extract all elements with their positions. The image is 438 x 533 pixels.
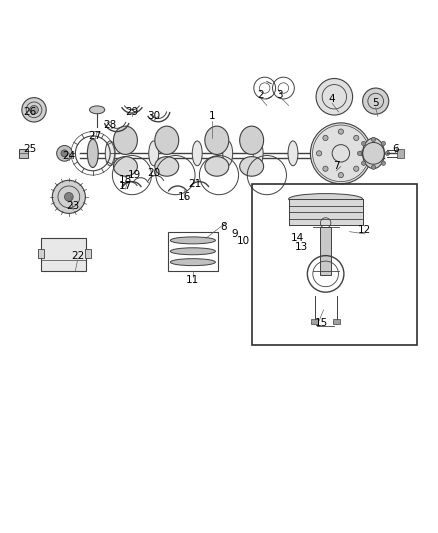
Circle shape	[361, 161, 366, 165]
Circle shape	[323, 135, 328, 141]
Text: 30: 30	[147, 111, 160, 122]
Ellipse shape	[223, 141, 233, 166]
Text: 9: 9	[231, 229, 237, 239]
Ellipse shape	[205, 126, 229, 155]
Circle shape	[353, 135, 359, 141]
Ellipse shape	[289, 193, 363, 205]
Circle shape	[361, 141, 366, 146]
Text: 27: 27	[88, 131, 102, 141]
Ellipse shape	[363, 138, 385, 168]
Ellipse shape	[240, 157, 264, 176]
Text: 26: 26	[23, 107, 36, 117]
Circle shape	[353, 166, 359, 171]
Circle shape	[385, 151, 390, 156]
Bar	[85, 249, 91, 258]
Text: 11: 11	[186, 274, 200, 285]
Text: 5: 5	[372, 98, 379, 108]
Ellipse shape	[205, 157, 229, 176]
Ellipse shape	[288, 141, 298, 166]
Ellipse shape	[113, 157, 138, 176]
Bar	[311, 319, 318, 324]
Ellipse shape	[170, 237, 215, 244]
Circle shape	[57, 146, 72, 161]
Circle shape	[371, 137, 376, 142]
Ellipse shape	[170, 259, 215, 265]
Text: 17: 17	[119, 181, 132, 191]
Ellipse shape	[89, 106, 105, 114]
Circle shape	[30, 106, 39, 114]
Circle shape	[338, 173, 343, 177]
Text: 10: 10	[237, 236, 250, 246]
Text: 7: 7	[333, 161, 340, 172]
Text: 28: 28	[103, 120, 117, 130]
Bar	[19, 149, 28, 158]
Ellipse shape	[155, 126, 179, 155]
Text: 6: 6	[392, 144, 399, 154]
Circle shape	[22, 98, 46, 122]
Circle shape	[316, 78, 353, 115]
Bar	[252, 184, 417, 345]
Text: 16: 16	[177, 192, 191, 202]
Circle shape	[381, 161, 385, 165]
Text: 2: 2	[257, 90, 264, 100]
Ellipse shape	[170, 248, 215, 255]
Text: 3: 3	[277, 90, 283, 100]
Text: 18: 18	[119, 175, 132, 185]
Bar	[397, 149, 404, 158]
Circle shape	[360, 151, 365, 156]
Bar	[39, 249, 44, 258]
Bar	[168, 232, 218, 271]
Text: 13: 13	[295, 242, 308, 252]
Text: 4: 4	[329, 94, 336, 104]
Bar	[289, 199, 363, 225]
Text: 14: 14	[291, 233, 304, 243]
Text: 1: 1	[209, 111, 216, 122]
Bar	[321, 228, 331, 275]
Circle shape	[363, 88, 389, 114]
Ellipse shape	[253, 141, 263, 166]
Ellipse shape	[105, 141, 115, 166]
Bar	[41, 238, 86, 271]
Circle shape	[311, 123, 371, 184]
Circle shape	[64, 192, 73, 201]
Text: 8: 8	[220, 222, 226, 232]
Circle shape	[371, 165, 376, 169]
Text: 20: 20	[147, 168, 160, 178]
Text: 29: 29	[125, 107, 138, 117]
Ellipse shape	[192, 141, 202, 166]
Text: 25: 25	[23, 144, 36, 154]
Bar	[333, 319, 340, 324]
Ellipse shape	[155, 157, 179, 176]
Text: 23: 23	[67, 200, 80, 211]
Circle shape	[357, 151, 362, 156]
Text: 12: 12	[358, 224, 371, 235]
Ellipse shape	[87, 139, 98, 167]
Circle shape	[52, 180, 85, 213]
Text: 19: 19	[127, 170, 141, 180]
Circle shape	[317, 151, 322, 156]
Ellipse shape	[113, 126, 138, 155]
Circle shape	[381, 141, 385, 146]
Circle shape	[338, 129, 343, 134]
Circle shape	[323, 166, 328, 171]
Text: 21: 21	[188, 179, 201, 189]
Text: 24: 24	[62, 150, 75, 160]
Text: 15: 15	[314, 318, 328, 328]
Ellipse shape	[149, 141, 159, 166]
Text: 22: 22	[71, 251, 84, 261]
Circle shape	[61, 150, 68, 157]
Ellipse shape	[240, 126, 264, 155]
